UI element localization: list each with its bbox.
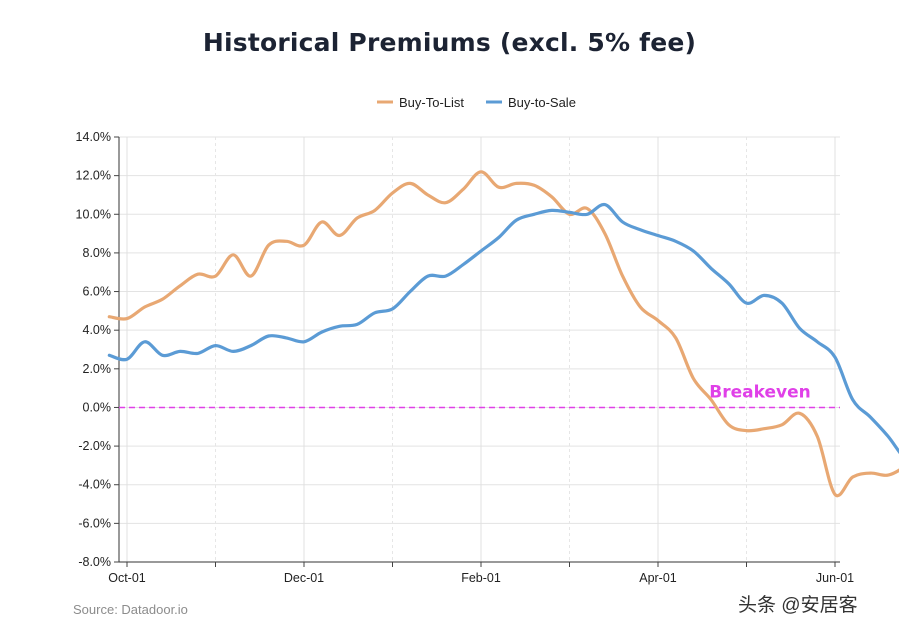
- legend-label: Buy-to-Sale: [508, 95, 576, 110]
- y-tick-label: -6.0%: [78, 516, 111, 530]
- breakeven-label: Breakeven: [709, 382, 810, 402]
- x-tick-label: Dec-01: [284, 571, 324, 585]
- legend-item[interactable]: Buy-To-List: [377, 95, 464, 110]
- y-axis-ticks: -8.0% -6.0% -4.0% -2.0% 0.0% 2.0% 4.0% 6.0% 8.0%…: [76, 130, 119, 569]
- buy-to-listline: [107, 170, 899, 498]
- series-lines: [107, 170, 899, 498]
- legend-label: Buy-To-List: [399, 95, 464, 110]
- legend-item[interactable]: Buy-to-Sale: [486, 95, 576, 110]
- y-tick-label: 4.0%: [83, 323, 112, 337]
- chart-title: Historical Premiums (excl. 5% fee): [202, 28, 697, 57]
- y-tick-label: 2.0%: [83, 362, 112, 376]
- x-tick-label: Jun-01: [816, 571, 854, 585]
- y-tick-label: 12.0%: [76, 169, 111, 183]
- x-tick-label: Oct-01: [108, 571, 146, 585]
- buy-to-saleline: [107, 202, 899, 455]
- x-axis-ticks: Oct-01Dec-01Feb-01Apr-01Jun-01Aug-01Oct-…: [108, 562, 854, 585]
- grid: [119, 136, 840, 563]
- y-tick-label: -2.0%: [78, 439, 111, 453]
- y-tick-label: 0.0%: [83, 400, 112, 414]
- y-tick-label: 10.0%: [76, 207, 111, 221]
- source-note: Source: Datadoor.io: [73, 602, 188, 617]
- breakeven-reference: Breakeven: [119, 382, 840, 409]
- watermark: 头条 @安居客: [738, 595, 858, 616]
- x-tick-label: Apr-01: [639, 571, 677, 585]
- y-tick-label: 8.0%: [83, 246, 112, 260]
- legend: Buy-To-List Buy-to-Sale: [377, 95, 576, 110]
- y-tick-label: -8.0%: [78, 555, 111, 569]
- x-tick-label: Feb-01: [461, 571, 501, 585]
- y-tick-label: 14.0%: [76, 130, 111, 144]
- axes: [118, 137, 840, 563]
- y-tick-label: 6.0%: [83, 285, 112, 299]
- y-tick-label: -4.0%: [78, 478, 111, 492]
